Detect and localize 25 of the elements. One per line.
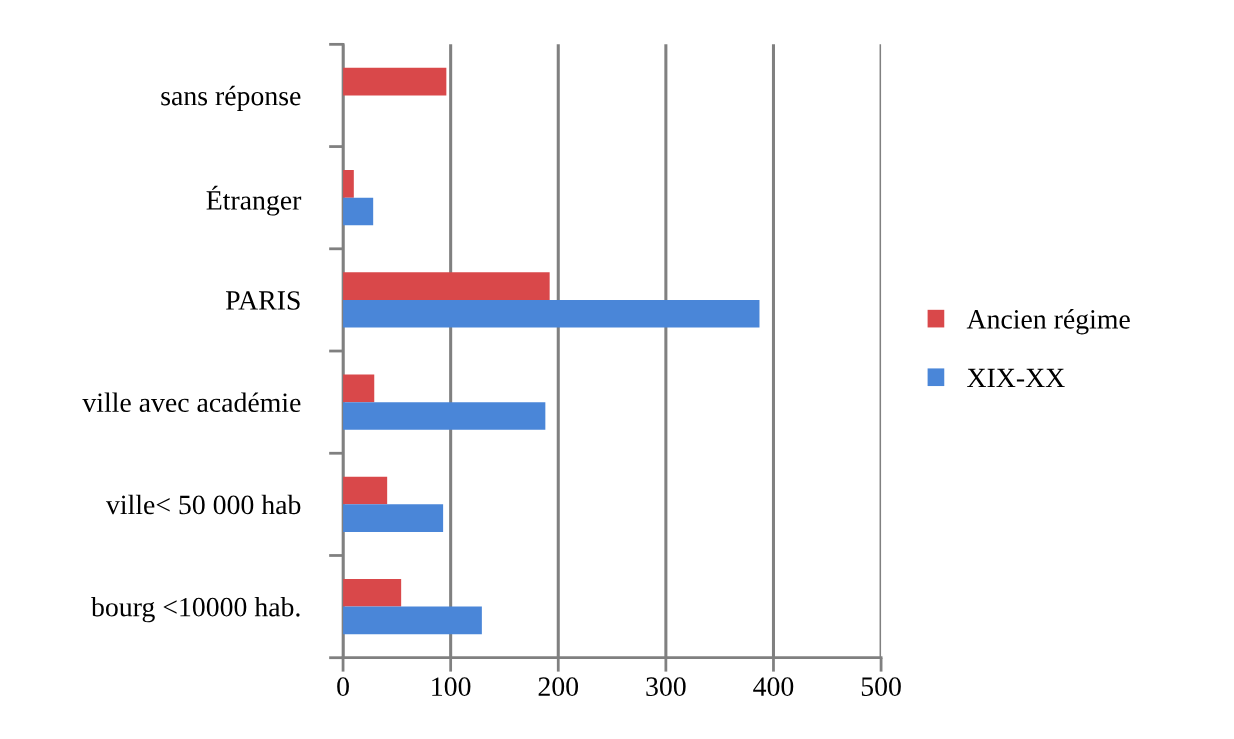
bar [343,504,444,532]
x-tick-label: 0 [337,677,349,697]
legend-label: XIX-XX [967,368,1065,388]
bar [343,197,374,226]
x-tick-label: 400 [753,677,794,697]
x-tick-label: 200 [538,677,579,697]
bar [343,299,760,328]
legend-label: Ancien régime [966,309,1130,335]
bar [343,402,546,430]
bar [343,476,388,505]
x-tick-label: 300 [646,677,686,697]
x-tick-label: 100 [432,677,471,697]
bar [343,272,550,300]
y-tick-label: Étranger [206,185,302,216]
bar [343,578,402,607]
y-tick-label: ville< 50 000 hab [105,494,301,515]
y-tick-label: PARIS [225,291,300,310]
bar [343,606,482,635]
y-tick-label: ville avec académie [82,392,301,413]
x-tick-label: 500 [861,677,901,697]
y-tick-label: bourg <10000 hab. [91,596,300,623]
bar [343,67,447,96]
bar [343,374,375,403]
y-tick-label: sans réponse [161,85,301,112]
bar [343,170,354,198]
